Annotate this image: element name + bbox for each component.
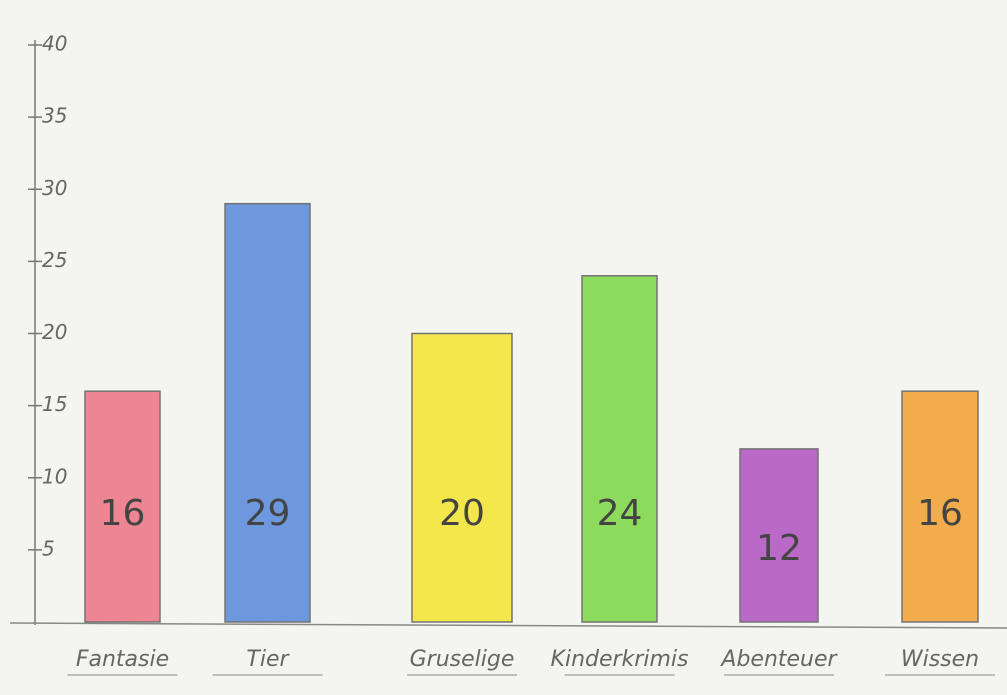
bar — [84, 390, 161, 623]
y-tick-label: 10 — [42, 464, 67, 488]
y-tick-label: 35 — [42, 104, 67, 128]
baseline — [9, 622, 1007, 629]
x-tick-label: Kinderkrimis — [551, 647, 689, 672]
value-label: 12 — [756, 528, 802, 569]
y-tick-label: 30 — [42, 176, 67, 200]
y-tick-label: 25 — [42, 248, 67, 272]
y-tick-label: 40 — [42, 32, 67, 56]
bar — [901, 390, 979, 623]
bar — [224, 202, 311, 623]
value-label: 24 — [597, 493, 643, 534]
bar — [411, 332, 513, 623]
x-tick-label: Tier — [246, 647, 290, 672]
x-tick-label: Gruselige — [410, 647, 515, 672]
value-label: 16 — [917, 493, 963, 534]
y-tick-label: 20 — [42, 320, 67, 344]
x-tick-label: Wissen — [901, 647, 979, 672]
value-label: 16 — [100, 493, 146, 534]
y-tick-label: 5 — [42, 536, 55, 560]
value-label: 29 — [245, 493, 291, 534]
x-tick-label: Fantasie — [76, 647, 169, 672]
bar — [739, 448, 819, 623]
x-tick-label: Abenteuer — [719, 647, 838, 672]
bar — [581, 275, 658, 623]
y-tick-label: 15 — [42, 392, 67, 416]
value-label: 20 — [439, 493, 485, 534]
